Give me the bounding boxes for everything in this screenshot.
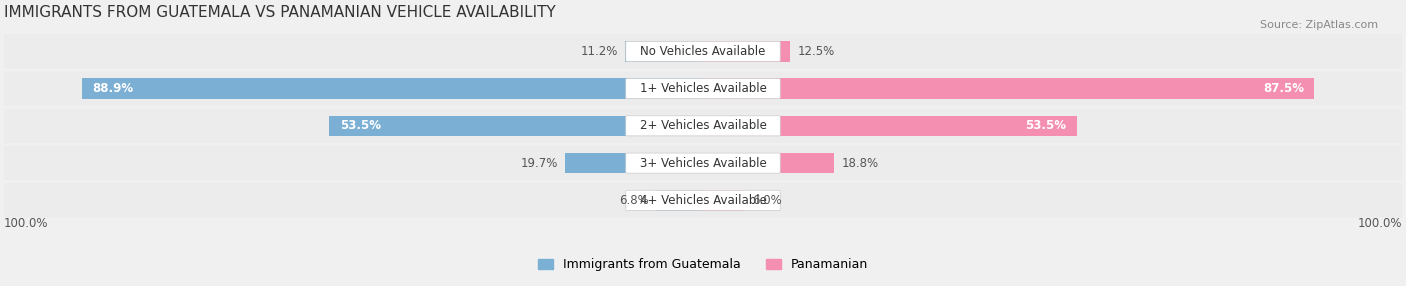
FancyBboxPatch shape <box>4 72 1402 106</box>
Text: Source: ZipAtlas.com: Source: ZipAtlas.com <box>1260 20 1378 30</box>
Text: 87.5%: 87.5% <box>1263 82 1303 95</box>
Text: 6.8%: 6.8% <box>619 194 648 207</box>
Text: 53.5%: 53.5% <box>1025 119 1066 132</box>
FancyBboxPatch shape <box>4 146 1402 180</box>
Text: 6.0%: 6.0% <box>752 194 782 207</box>
Text: 1+ Vehicles Available: 1+ Vehicles Available <box>640 82 766 95</box>
Text: IMMIGRANTS FROM GUATEMALA VS PANAMANIAN VEHICLE AVAILABILITY: IMMIGRANTS FROM GUATEMALA VS PANAMANIAN … <box>4 5 555 20</box>
Text: 53.5%: 53.5% <box>340 119 381 132</box>
Bar <box>624 41 703 61</box>
Bar <box>655 190 703 210</box>
FancyBboxPatch shape <box>626 41 780 61</box>
FancyBboxPatch shape <box>626 79 780 99</box>
FancyBboxPatch shape <box>626 190 780 210</box>
Text: 100.0%: 100.0% <box>1357 217 1402 230</box>
Text: 3+ Vehicles Available: 3+ Vehicles Available <box>640 157 766 170</box>
Text: 11.2%: 11.2% <box>581 45 617 58</box>
Legend: Immigrants from Guatemala, Panamanian: Immigrants from Guatemala, Panamanian <box>533 253 873 277</box>
FancyBboxPatch shape <box>4 34 1402 68</box>
FancyBboxPatch shape <box>4 109 1402 143</box>
Text: 4+ Vehicles Available: 4+ Vehicles Available <box>640 194 766 207</box>
Text: 18.8%: 18.8% <box>841 157 879 170</box>
Bar <box>703 153 834 173</box>
Bar <box>329 116 703 136</box>
FancyBboxPatch shape <box>4 183 1402 217</box>
Text: 88.9%: 88.9% <box>93 82 134 95</box>
Bar <box>565 153 703 173</box>
Bar <box>703 78 1315 99</box>
FancyBboxPatch shape <box>626 116 780 136</box>
Text: 19.7%: 19.7% <box>522 157 558 170</box>
Bar <box>703 41 790 61</box>
Bar <box>703 190 745 210</box>
Text: No Vehicles Available: No Vehicles Available <box>640 45 766 58</box>
Text: 12.5%: 12.5% <box>797 45 835 58</box>
Bar <box>82 78 703 99</box>
Text: 100.0%: 100.0% <box>4 217 49 230</box>
Text: 2+ Vehicles Available: 2+ Vehicles Available <box>640 119 766 132</box>
Bar <box>703 116 1077 136</box>
FancyBboxPatch shape <box>626 153 780 173</box>
